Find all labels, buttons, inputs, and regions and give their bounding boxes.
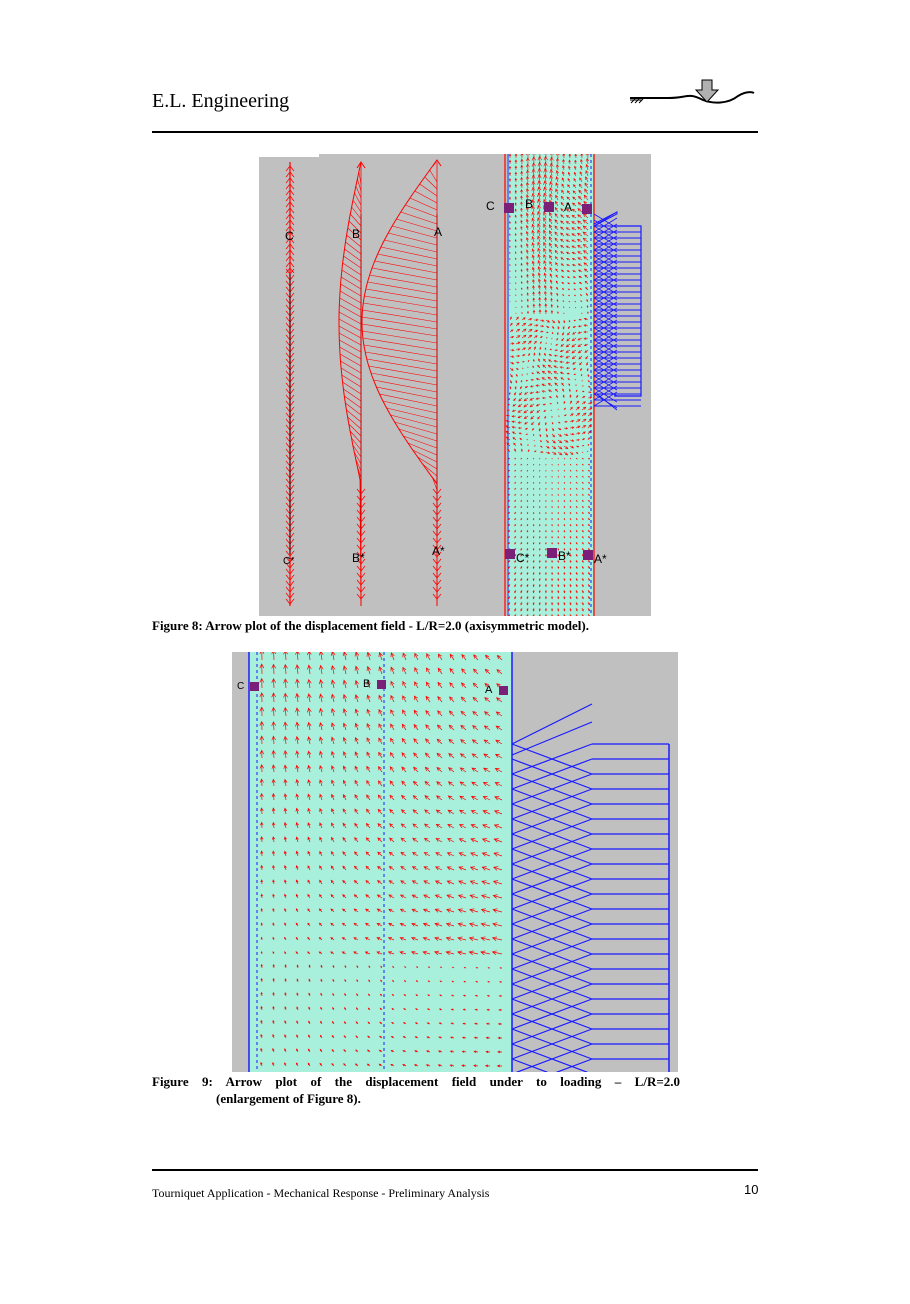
footer-text: Tourniquet Application - Mechanical Resp… bbox=[152, 1186, 490, 1200]
marker-A-star bbox=[583, 550, 593, 560]
marker-C-star bbox=[505, 549, 515, 559]
figure-9-plot: C B A bbox=[232, 652, 678, 1072]
marker-B-star bbox=[547, 548, 557, 558]
model-label-A: A bbox=[564, 200, 572, 214]
marker-A bbox=[582, 204, 592, 214]
cuff-mesh bbox=[511, 652, 670, 1072]
page-number: 10 bbox=[744, 1182, 759, 1197]
figure-9-caption-line2: (enlargement of Figure 8). bbox=[216, 1091, 361, 1106]
label-A-star: A* bbox=[432, 544, 445, 558]
label-B-star: B* bbox=[352, 551, 365, 565]
label-B: B bbox=[363, 678, 370, 690]
logo-icon bbox=[630, 79, 755, 104]
marker-A bbox=[499, 686, 508, 695]
model-label-B: B bbox=[525, 197, 533, 211]
figure-9: C B A bbox=[232, 652, 678, 1072]
model-label-C-star: C* bbox=[516, 551, 530, 565]
cuff-mesh bbox=[593, 211, 642, 411]
tissue-region bbox=[249, 652, 512, 1072]
marker-C bbox=[504, 203, 514, 213]
label-A: A bbox=[434, 225, 442, 239]
marker-B bbox=[544, 202, 554, 212]
header-rule bbox=[152, 131, 758, 133]
figure-8: C B A C* B* A* C B A C* B* A* bbox=[259, 154, 651, 616]
figure-8-caption: Figure 8: Arrow plot of the displacement… bbox=[152, 618, 589, 633]
displacement-profiles bbox=[285, 159, 442, 607]
label-B: B bbox=[352, 227, 360, 241]
label-C: C bbox=[237, 681, 244, 692]
label-C-star: C* bbox=[283, 556, 294, 567]
footer-rule bbox=[152, 1169, 758, 1171]
model-label-B-star: B* bbox=[558, 549, 571, 563]
tissue-region bbox=[507, 154, 593, 616]
arrow-field bbox=[259, 652, 503, 1068]
model-label-C: C bbox=[486, 199, 495, 213]
label-C: C bbox=[285, 229, 294, 243]
label-A: A bbox=[485, 684, 493, 696]
figure-9-caption: Figure 9: Arrow plot of the displacement… bbox=[152, 1074, 680, 1089]
figure-8-plot: C B A C* B* A* C B A C* B* A* bbox=[259, 154, 651, 616]
company-name: E.L. Engineering bbox=[152, 90, 290, 112]
marker-B bbox=[377, 680, 386, 689]
model-label-A-star: A* bbox=[594, 552, 607, 566]
arrow-field bbox=[504, 154, 595, 616]
marker-C bbox=[250, 682, 259, 691]
